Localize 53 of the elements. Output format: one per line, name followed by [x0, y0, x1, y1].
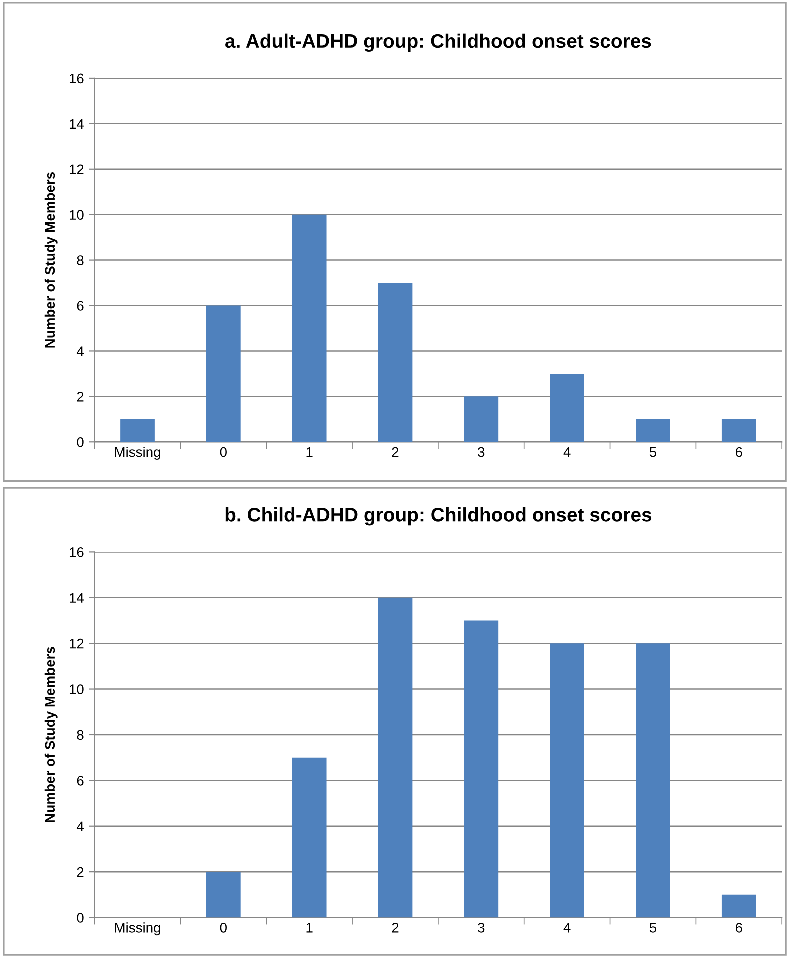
- x-tick-label: 2: [392, 447, 399, 458]
- y-tick-label: 8: [77, 730, 84, 740]
- bar: [722, 419, 756, 442]
- bar: [464, 396, 499, 442]
- x-tick-label: 1: [306, 448, 313, 458]
- y-tick-label: 4: [76, 346, 84, 356]
- x-tick-label: Missing: [115, 446, 160, 460]
- x-tick-label: 4: [564, 448, 571, 458]
- y-tick-label: 14: [70, 119, 84, 129]
- x-tick-label: 2: [392, 922, 399, 933]
- bar: [550, 644, 584, 918]
- y-tick-label: 6: [77, 776, 84, 786]
- y-tick-label: 2: [77, 392, 84, 402]
- bar: [464, 620, 499, 918]
- x-tick-label: 6: [736, 922, 742, 933]
- y-axis-title: Number of Study Members: [44, 172, 58, 348]
- bar: [206, 306, 241, 442]
- bar: [120, 419, 155, 442]
- x-tick-label: 1: [306, 923, 313, 933]
- y-tick-label: 8: [77, 256, 84, 266]
- y-tick-label: 10: [70, 210, 84, 220]
- y-tick-label: 16: [70, 74, 84, 84]
- chart-title: b. Child-ADHD group: Childhood onset scores: [226, 508, 652, 526]
- bar: [292, 214, 327, 442]
- y-tick-label: 4: [76, 822, 84, 832]
- y-tick-label: 16: [70, 548, 84, 558]
- bar: [292, 758, 327, 918]
- x-tick-label: 5: [650, 448, 657, 458]
- x-tick-label: 3: [478, 447, 485, 458]
- y-tick-label: 0: [77, 437, 84, 448]
- bar: [722, 894, 756, 918]
- x-tick-label: Missing: [115, 922, 160, 936]
- y-tick-label: 10: [70, 684, 84, 694]
- bar: [378, 598, 413, 918]
- x-tick-label: 4: [564, 923, 571, 933]
- y-tick-label: 6: [77, 301, 84, 311]
- bar: [550, 374, 584, 442]
- bar: [206, 872, 241, 918]
- x-tick-label: 6: [736, 447, 742, 458]
- y-tick-label: 14: [70, 593, 84, 603]
- y-tick-label: 12: [70, 638, 84, 649]
- y-tick-label: 12: [70, 164, 84, 174]
- x-tick-label: 3: [478, 922, 485, 933]
- x-tick-label: 0: [220, 922, 227, 933]
- x-tick-label: 0: [220, 447, 227, 458]
- bar: [636, 644, 670, 918]
- x-tick-label: 5: [650, 923, 657, 933]
- y-axis-title: Number of Study Members: [44, 647, 58, 822]
- bar: [636, 419, 670, 442]
- y-tick-label: 0: [77, 913, 84, 923]
- bar: [378, 283, 413, 442]
- chart-title: a. Adult-ADHD group: Childhood onset scores: [226, 34, 652, 52]
- y-tick-label: 2: [77, 867, 84, 878]
